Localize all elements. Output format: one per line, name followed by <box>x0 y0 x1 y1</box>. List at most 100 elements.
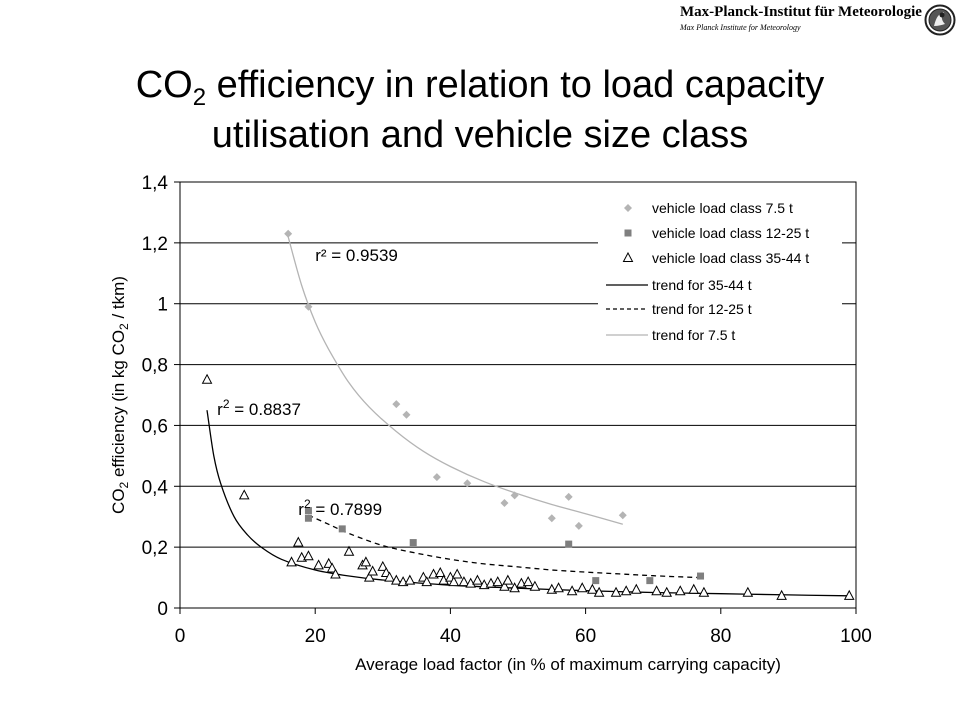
data-point-square <box>565 540 573 548</box>
data-point-triangle <box>238 489 250 500</box>
data-point-triangle <box>404 574 416 585</box>
institute-name-english: Max Planck Institute for Meteorology <box>680 23 801 32</box>
x-tick-label: 100 <box>840 626 872 647</box>
legend-marker-triangle <box>622 251 634 262</box>
data-point-triangle <box>553 582 564 593</box>
data-point-diamond <box>618 511 627 520</box>
title-subscript-2: 2 <box>192 84 207 111</box>
y-tick-label: 0,2 <box>142 538 168 559</box>
data-point-triangle <box>742 586 754 597</box>
slide-title: CO2 efficiency in relation to load capac… <box>0 60 960 160</box>
data-point-triangle <box>313 559 324 570</box>
data-point-square <box>304 507 312 515</box>
plot-area-frame <box>179 181 857 609</box>
data-point-diamond <box>547 514 556 523</box>
data-point-triangle <box>674 585 686 596</box>
data-point-triangle <box>434 566 446 578</box>
title-co: CO <box>135 64 193 106</box>
data-point-diamond <box>500 499 509 508</box>
data-point-triangle <box>390 574 402 585</box>
data-point-triangle <box>776 589 787 600</box>
data-point-triangle <box>384 571 395 582</box>
x-tick-label: 0 <box>175 626 186 647</box>
legend-box <box>598 188 842 348</box>
data-point-square <box>592 577 600 585</box>
data-point-triangle <box>566 585 578 596</box>
data-point-triangle <box>326 562 338 573</box>
y-label-sub2: 2 <box>117 323 131 330</box>
data-point-triangle <box>303 550 314 561</box>
data-point-diamond <box>574 521 583 530</box>
title-line-2: utilisation and vehicle size class <box>211 114 749 156</box>
title-line-1: CO2 efficiency in relation to load capac… <box>0 60 960 110</box>
x-axis-label: Average load factor (in % of maximum car… <box>355 655 781 674</box>
legend-label: vehicle load class 35-44 t <box>652 250 809 266</box>
data-point-triangle <box>843 589 855 600</box>
data-point-triangle <box>438 574 449 585</box>
data-point-triangle <box>286 556 297 567</box>
y-axis-ticks: 0 0,2 0,4 0,6 0,8 1 1,2 1,4 <box>142 173 180 620</box>
y-label-post: / tkm) <box>109 276 128 323</box>
y-tick-label: 0,4 <box>142 477 169 498</box>
y-axis-label: CO2 efficiency (in kg CO2 / tkm) <box>109 276 131 514</box>
y-tick-label: 1,4 <box>142 173 169 194</box>
trend-line-trend-for-12-25-t <box>308 514 701 579</box>
r-squared-text: r <box>217 400 223 419</box>
data-point-triangle <box>451 568 463 579</box>
data-point-square <box>697 572 705 580</box>
r-squared-value: = 0.7899 <box>311 500 382 519</box>
title-line1-text: efficiency in relation to load capacity <box>206 64 825 106</box>
y-tick-label: 1 <box>157 295 168 316</box>
r-squared-text: r <box>298 500 304 519</box>
data-point-triangle <box>587 583 598 594</box>
r-squared-text: r² = 0.9539 <box>315 246 398 265</box>
x-axis-ticks: 0 20 40 60 80 100 <box>175 608 872 647</box>
y-tick-label: 0 <box>157 599 168 620</box>
x-tick-label: 80 <box>710 626 731 647</box>
data-point-triangle <box>330 568 341 579</box>
r-squared-label: r² = 0.9539 <box>315 246 398 265</box>
y-tick-label: 0,6 <box>142 416 168 437</box>
data-point-square <box>409 539 417 547</box>
data-point-diamond <box>463 479 472 488</box>
data-point-triangle <box>620 585 632 596</box>
data-point-triangle <box>458 576 470 587</box>
legend-label: vehicle load class 7.5 t <box>652 200 793 216</box>
data-point-triangle <box>529 580 541 591</box>
data-point-triangle <box>593 586 605 597</box>
legend-label: trend for 12-25 t <box>652 301 752 317</box>
data-point-triangle <box>343 545 355 556</box>
data-point-triangle <box>292 536 304 547</box>
data-point-triangle <box>377 560 389 571</box>
data-point-diamond <box>392 400 401 409</box>
data-point-diamond <box>284 229 293 238</box>
r-squared-superscript: 2 <box>304 497 311 511</box>
data-point-triangle <box>363 571 375 582</box>
legend-marker-square <box>624 229 632 237</box>
data-point-triangle <box>421 576 433 587</box>
legend-label: trend for 35-44 t <box>652 277 752 293</box>
r-squared-value: = 0.8837 <box>230 400 301 419</box>
x-tick-label: 60 <box>575 626 596 647</box>
data-point-square <box>304 514 312 522</box>
data-point-triangle <box>360 556 372 567</box>
data-point-triangle <box>688 583 700 594</box>
y-tick-label: 1,2 <box>142 234 168 255</box>
trend-line-trend-for-7-5-t <box>287 236 623 525</box>
data-point-triangle <box>522 576 534 587</box>
y-label-sub: 2 <box>117 481 131 488</box>
data-point-square <box>338 525 346 533</box>
x-tick-label: 20 <box>305 626 326 647</box>
data-point-diamond <box>304 302 313 311</box>
legend-label: vehicle load class 12-25 t <box>652 225 809 241</box>
data-point-square <box>646 577 654 585</box>
mpg-emblem-icon <box>924 4 956 36</box>
legend: vehicle load class 7.5 t vehicle load cla… <box>598 188 842 348</box>
y-tick-label: 0,8 <box>142 356 168 377</box>
data-point-triangle <box>499 580 510 591</box>
r-squared-label: r2 = 0.8837 <box>217 397 301 419</box>
data-point-triangle <box>492 576 504 587</box>
r-squared-superscript: 2 <box>223 397 230 411</box>
y-label-co: CO <box>109 488 128 514</box>
